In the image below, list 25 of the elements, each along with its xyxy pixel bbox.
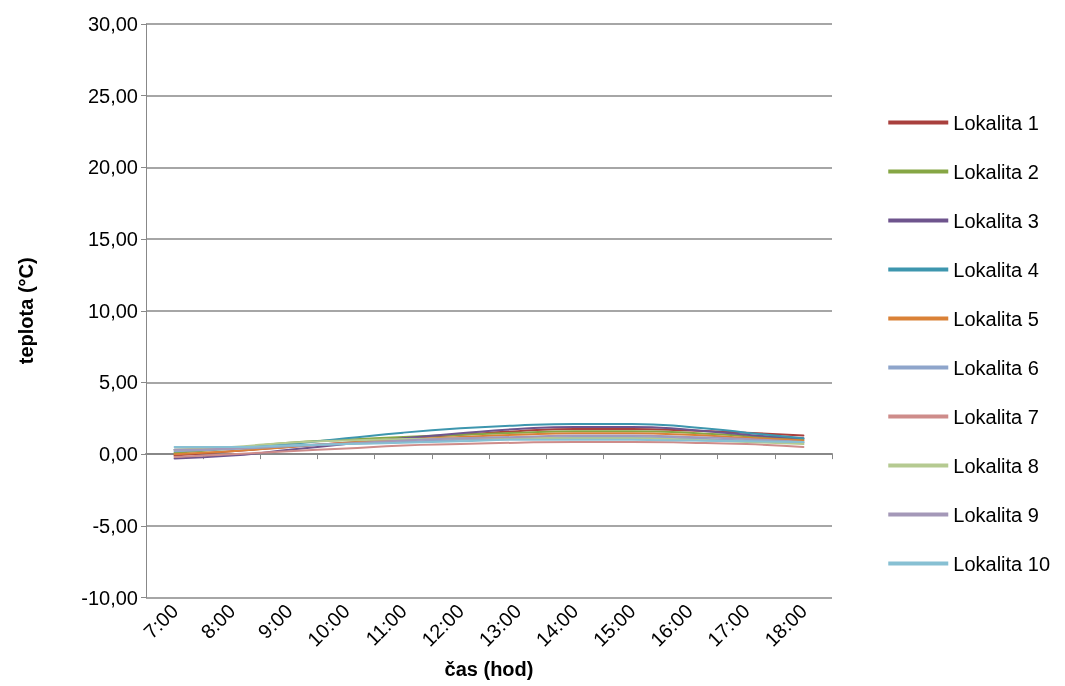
x-tick-label: 8:00 [196,599,240,643]
y-tick-label: 10,00 [87,299,138,322]
x-tick-label: 9:00 [253,599,297,643]
y-tick-label: 0,00 [99,443,138,466]
y-tick-label: -5,00 [92,514,138,537]
legend-label: Lokalita 5 [953,307,1039,330]
y-axis-title: teplota (°C) [15,257,37,365]
y-tick-label: 15,00 [87,228,138,251]
legend-label: Lokalita 9 [953,503,1039,526]
y-tick-label: 25,00 [87,84,138,107]
y-tick-label: -10,00 [81,586,138,609]
legend-label: Lokalita 2 [953,160,1039,183]
legend-label: Lokalita 3 [953,209,1039,232]
y-tick-label: 5,00 [99,371,138,394]
y-tick-label: 30,00 [87,13,138,35]
x-axis-title: čas (hod) [444,658,534,680]
legend-label: Lokalita 10 [953,552,1051,575]
legend-label: Lokalita 1 [953,111,1039,134]
x-tick-label: 7:00 [139,599,183,643]
line-series [173,440,805,459]
legend-label: Lokalita 4 [953,258,1039,281]
y-tick-label: 20,00 [87,156,138,179]
legend-label: Lokalita 8 [953,454,1039,477]
legend-label: Lokalita 6 [953,356,1039,379]
legend-label: Lokalita 7 [953,405,1039,428]
